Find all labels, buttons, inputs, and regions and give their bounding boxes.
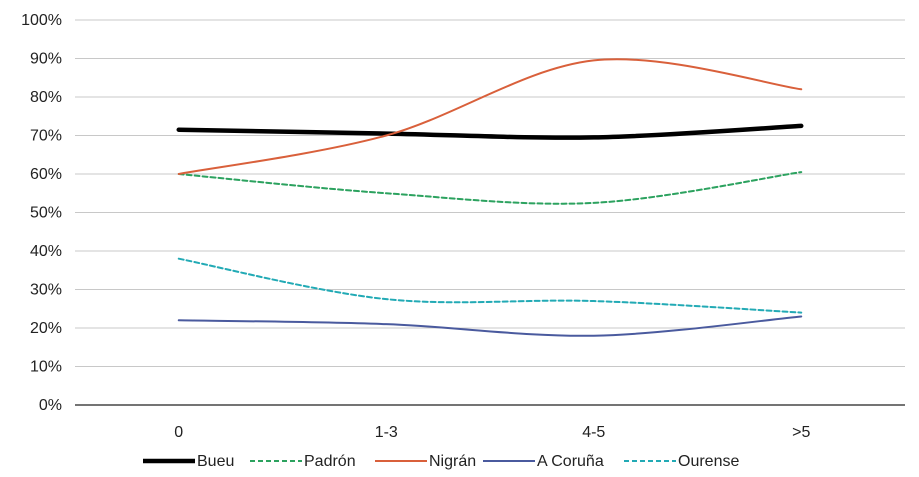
x-tick-label: >5 [792,424,810,441]
legend-label: Ourense [678,453,739,470]
series-line-2 [177,58,803,175]
y-tick-label: 20% [30,320,62,337]
y-tick-label: 100% [21,12,62,29]
gridlines [75,19,905,367]
legend-label: Nigrán [429,453,476,470]
series-line-0 [176,123,804,140]
legend: Bueu Padrón Nigrán A Coruña Ourense [143,453,739,470]
y-tick-label: 10% [30,359,62,376]
series-lines [176,58,804,337]
y-tick-label: 90% [30,51,62,68]
x-tick-label: 0 [174,424,183,441]
y-tick-label: 70% [30,128,62,145]
legend-label: A Coruña [537,453,604,470]
x-axis: 0 1-3 4-5 >5 [75,404,905,441]
y-tick-label: 50% [30,205,62,222]
x-tick-label: 1-3 [375,424,398,441]
legend-label: Padrón [304,453,356,470]
series-line-1 [177,171,803,205]
y-axis-ticks: 0% 10% 20% 30% 40% 50% 60% 70% 80% 90% 100% [21,12,62,414]
y-tick-label: 0% [39,397,62,414]
y-tick-label: 40% [30,243,62,260]
series-line-3 [177,315,803,337]
y-tick-label: 30% [30,282,62,299]
legend-label: Bueu [197,453,234,470]
series-line-4 [177,257,803,314]
y-tick-label: 80% [30,89,62,106]
x-tick-label: 4-5 [582,424,605,441]
y-tick-label: 60% [30,166,62,183]
